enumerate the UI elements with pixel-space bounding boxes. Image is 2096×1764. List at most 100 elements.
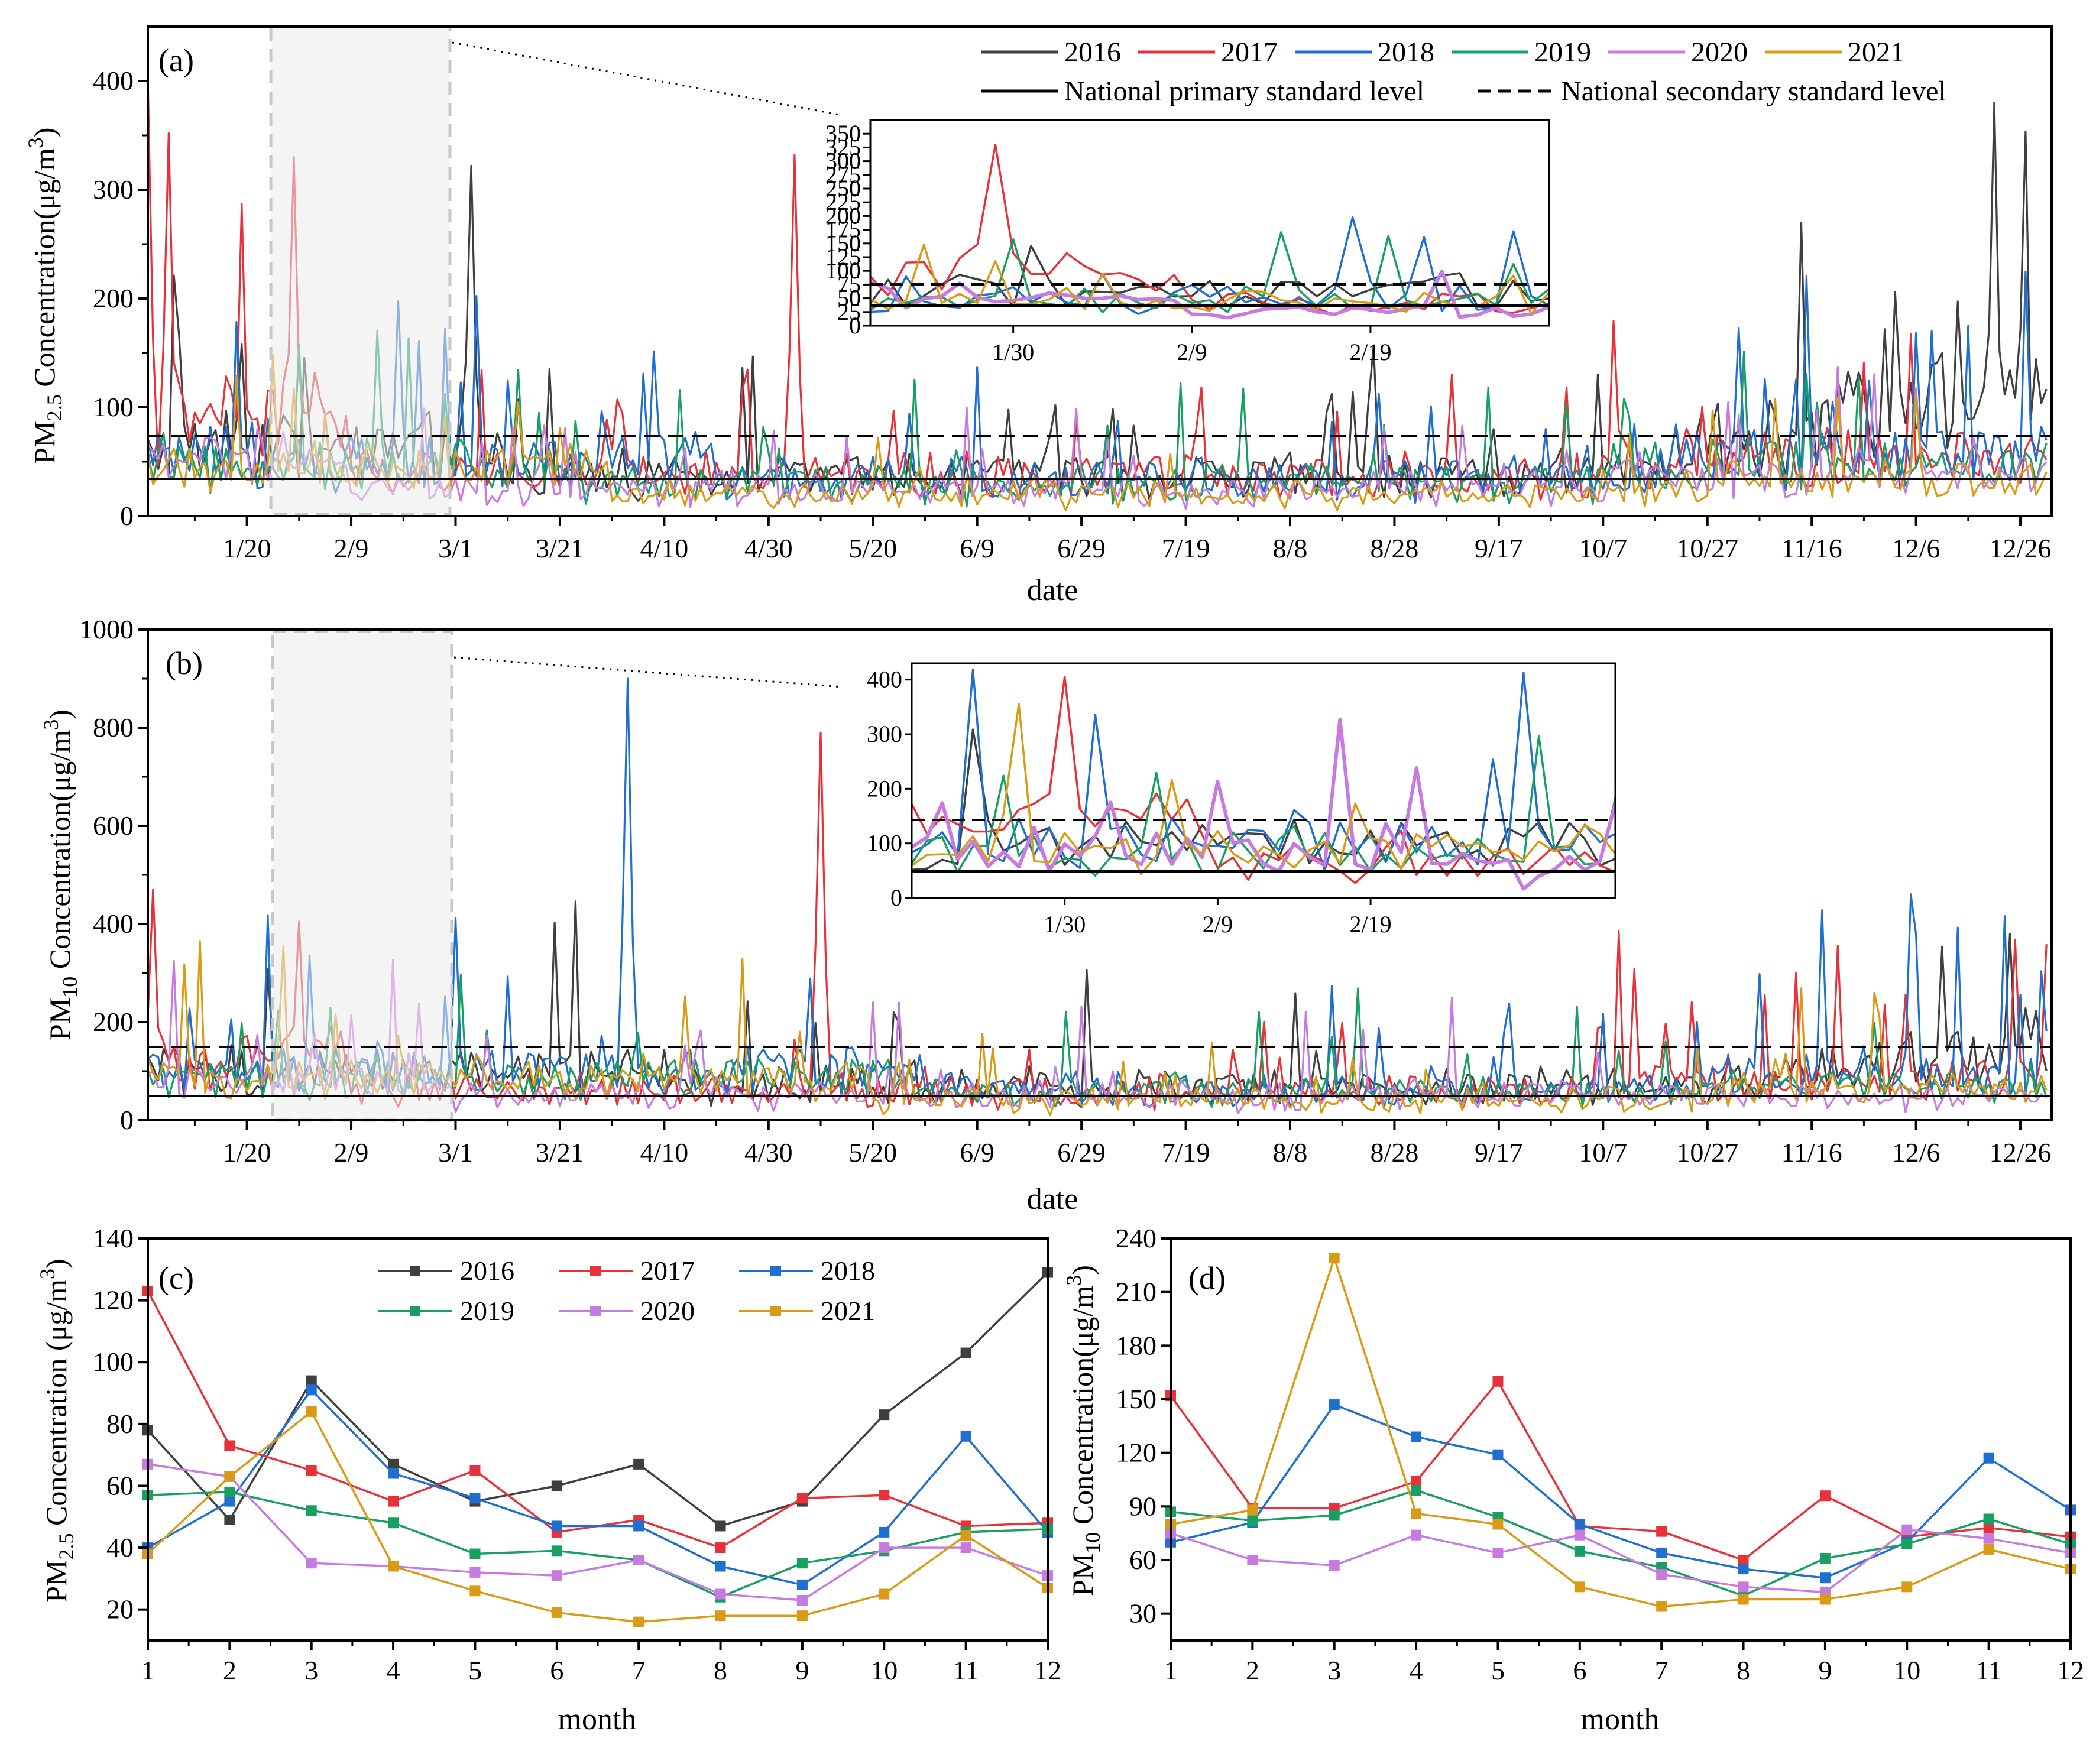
svg-text:National secondary standard le: National secondary standard level — [1561, 76, 1946, 107]
legend-item-secondary-standard: National secondary standard level — [1478, 76, 1946, 107]
legend-c-item-2017: 2017 — [559, 1256, 695, 1286]
point-2017-m4 — [1411, 1476, 1422, 1487]
point-2017-m8 — [715, 1542, 726, 1554]
svg-text:2018: 2018 — [1378, 37, 1434, 68]
inset-y-tick-label: 150 — [825, 230, 861, 257]
point-2020-m2 — [1247, 1555, 1258, 1565]
x-tick-label: 3/21 — [536, 1137, 584, 1168]
series-line-2020 — [147, 1463, 1048, 1601]
inset-y-tick-label: 300 — [825, 148, 861, 174]
inset-y-tick-label: 300 — [867, 721, 902, 747]
point-2020-m7 — [633, 1555, 644, 1565]
legend-item-2018: 2018 — [1295, 37, 1434, 68]
panel-a-legend: 2016 2017 2018 2019 2020 2021 National p… — [981, 37, 1946, 107]
point-2018-m8 — [1738, 1564, 1749, 1575]
legend-c-label: 2021 — [821, 1296, 875, 1326]
svg-text:2019: 2019 — [1534, 37, 1591, 68]
svg-text:National primary standard leve: National primary standard level — [1064, 76, 1424, 107]
y-tick-label: 300 — [93, 174, 134, 205]
x-tick-label: 10/27 — [1676, 533, 1738, 563]
x-tick-label: 4 — [387, 1655, 400, 1685]
x-tick-label: 3 — [304, 1655, 318, 1685]
x-tick-label: 8 — [714, 1655, 727, 1685]
x-tick-label: 10/27 — [1676, 1137, 1738, 1168]
x-tick-label: 6/9 — [960, 1137, 994, 1168]
panel-a-zoom-region — [269, 25, 452, 516]
inset-y-tick-label: 125 — [825, 244, 861, 270]
panel-c-ylabel: PM2.5 Concentration (μg/m3) — [35, 1259, 78, 1602]
inset-y-tick-label: 200 — [867, 775, 902, 802]
point-2016-m3 — [306, 1375, 317, 1386]
inset-y-tick-label: 0 — [849, 312, 861, 339]
inset-x-tick-label: 2/19 — [1350, 911, 1392, 938]
series-line-2019 — [148, 329, 2048, 508]
point-2016-m2 — [224, 1515, 235, 1525]
panel-d-frame — [1170, 1237, 2072, 1642]
point-2021-m2 — [1247, 1504, 1258, 1516]
point-2021-m2 — [224, 1471, 235, 1482]
point-2021-m8 — [715, 1610, 726, 1622]
svg-text:2016: 2016 — [1064, 37, 1121, 68]
y-tick-label: 400 — [93, 909, 134, 939]
point-2018-m4 — [1411, 1431, 1422, 1442]
point-2018-m10 — [879, 1526, 890, 1538]
panel-c-frame — [147, 1237, 1049, 1642]
point-2021-m11 — [960, 1530, 971, 1541]
panel-b-ylabel: PM10 Concentration(μg/m3) — [39, 709, 82, 1040]
point-2018-m3 — [1329, 1399, 1340, 1410]
inset-x-tick-label: 1/30 — [1044, 911, 1086, 938]
inset-y-tick-label: 100 — [825, 257, 861, 284]
legend-c-item-2020: 2020 — [559, 1296, 695, 1326]
series-line-2018 — [1170, 1403, 2071, 1579]
x-tick-label: 4/10 — [640, 533, 688, 563]
point-2020-m8 — [1738, 1581, 1749, 1593]
series-line-2019 — [1170, 1489, 2071, 1597]
y-tick-label: 100 — [93, 1347, 134, 1377]
point-2020-m11 — [1983, 1533, 1994, 1544]
inset-series-line-2021 — [870, 243, 1549, 315]
point-2018-m3 — [306, 1384, 317, 1396]
panel-b-inset: 0 100 200 300 400 1/30 2/9 2/19 — [867, 662, 1616, 938]
y-tick-label: 60 — [106, 1470, 134, 1500]
x-tick-label: 6 — [550, 1655, 563, 1685]
inset-y-tick-label: 50 — [837, 285, 861, 312]
point-2020-m11 — [960, 1542, 971, 1554]
inset-y-tick-label: 275 — [825, 161, 861, 188]
x-tick-label: 5/20 — [848, 1137, 897, 1168]
inset-y-tick-label: 25 — [837, 299, 861, 325]
series-line-2018 — [147, 1388, 1049, 1586]
x-tick-label: 12/26 — [1990, 533, 2052, 563]
point-2019-m9 — [796, 1558, 808, 1569]
panel-a-label: (a) — [158, 43, 194, 78]
x-tick-label: 4/10 — [640, 1137, 688, 1168]
point-2018-m8 — [715, 1561, 726, 1572]
x-tick-label: 10 — [870, 1655, 898, 1685]
inset-y-tick-label: 175 — [825, 216, 861, 243]
x-tick-label: 6 — [1573, 1655, 1586, 1685]
svg-text:2020: 2020 — [1691, 37, 1748, 68]
x-tick-label: 4/30 — [744, 1137, 793, 1168]
point-2019-m6 — [1574, 1545, 1585, 1557]
point-2021-m9 — [1819, 1594, 1831, 1605]
x-tick-label: 3 — [1327, 1655, 1341, 1685]
x-tick-label: 2/9 — [334, 1137, 369, 1168]
panel-a-xlabel: date — [1027, 573, 1078, 607]
panel-a-inset: 0255075100125150175200225250275300325350… — [825, 119, 1550, 365]
y-tick-label: 200 — [93, 1007, 134, 1037]
point-2020-m6 — [551, 1570, 562, 1581]
x-tick-label: 3/1 — [438, 1137, 473, 1168]
panel-b-zoom-connector — [453, 656, 843, 688]
point-2021-m5 — [469, 1585, 481, 1597]
point-2021-m4 — [388, 1561, 399, 1572]
point-2018-m7 — [633, 1520, 644, 1532]
legend-c-item-2019: 2019 — [378, 1296, 514, 1326]
point-2018-m2 — [224, 1496, 235, 1507]
y-tick-label: 30 — [1129, 1598, 1156, 1629]
inset-y-tick-label: 200 — [825, 202, 861, 229]
y-tick-label: 90 — [1129, 1491, 1156, 1521]
panel-c-label: (c) — [158, 1260, 194, 1296]
series-line-2019 — [148, 974, 2048, 1109]
svg-text:2021: 2021 — [1848, 37, 1904, 68]
